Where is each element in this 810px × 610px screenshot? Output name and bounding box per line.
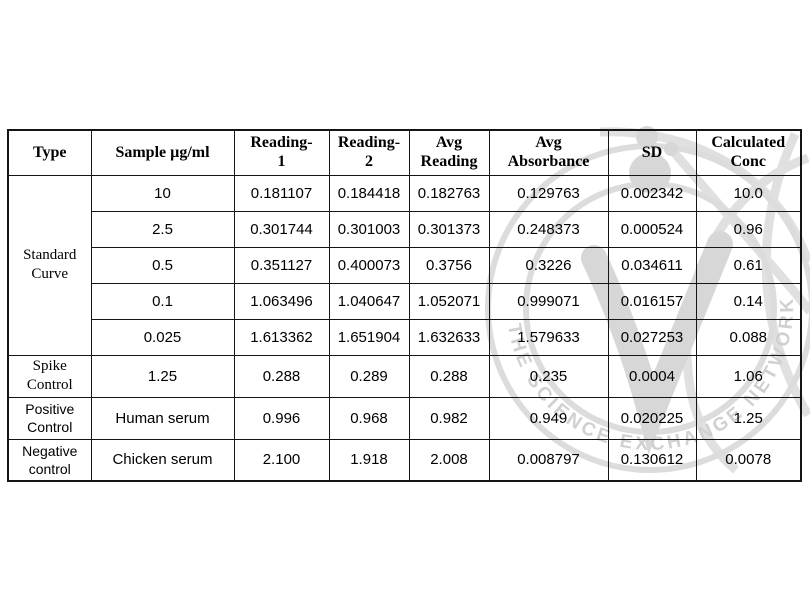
table-cell: 1.918 [328, 438, 410, 482]
table-cell: 1.25 [90, 354, 235, 398]
table-cell: 1.579633 [488, 318, 609, 356]
table-cell: 0.088 [695, 318, 802, 356]
table-cell: 1.06 [695, 354, 802, 398]
table-cell: 0.130612 [607, 438, 697, 482]
table-cell: 0.351127 [233, 246, 330, 284]
table-cell: 0.301373 [408, 210, 490, 248]
table-cell: 0.14 [695, 282, 802, 320]
table-cell: 2.008 [408, 438, 490, 482]
table-row: Negative control Chicken serum 2.100 1.91… [7, 438, 802, 482]
table-cell: 0.982 [408, 396, 490, 440]
table-row: 0.025 1.613362 1.651904 1.632633 1.57963… [8, 318, 802, 356]
table-cell: 1.613362 [233, 318, 330, 356]
table-cell: 1.063496 [233, 282, 330, 320]
table-row: Positive Control Human serum 0.996 0.968 … [7, 396, 802, 440]
table-cell: Human serum [90, 396, 235, 440]
table-cell: 0.301744 [233, 210, 330, 248]
table-cell: 0.949 [488, 396, 609, 440]
column-header-avg-absorbance: Avg Absorbance [488, 129, 609, 176]
table-cell: 2.100 [233, 438, 330, 482]
table-row: Spike Control 1.25 0.288 0.289 0.288 0.23… [7, 354, 802, 398]
table-cell: 0.0078 [695, 438, 802, 482]
table-cell: 0.034611 [607, 246, 697, 284]
table-cell: 0.288 [408, 354, 490, 398]
table-cell: 0.289 [328, 354, 410, 398]
table-cell: 1.040647 [328, 282, 410, 320]
table-cell: 0.5 [90, 246, 235, 284]
table-cell: 0.3756 [408, 246, 490, 284]
type-cell-spike-control: Spike Control [7, 354, 92, 398]
table-cell: 0.61 [695, 246, 802, 284]
type-cell-positive-control: Positive Control [7, 396, 92, 440]
table-cell: 0.016157 [607, 282, 697, 320]
table-cell: 0.020225 [607, 396, 697, 440]
table-cell: 0.1 [90, 282, 235, 320]
table-cell: 0.129763 [488, 174, 609, 212]
table-cell: 0.008797 [488, 438, 609, 482]
table-cell: 0.968 [328, 396, 410, 440]
column-header-calculated-conc: Calculated Conc [695, 129, 802, 176]
column-header-avg-reading: Avg Reading [408, 129, 490, 176]
table-cell: 0.400073 [328, 246, 410, 284]
column-header-sd: SD [607, 129, 697, 176]
table-cell: 0.999071 [488, 282, 609, 320]
table-cell: 1.651904 [328, 318, 410, 356]
table-row: Standard Curve 10 0.181107 0.184418 0.182… [7, 174, 802, 356]
table-cell: 0.248373 [488, 210, 609, 248]
column-header-reading2: Reading- 2 [328, 129, 410, 176]
table-cell: Chicken serum [90, 438, 235, 482]
table-cell: 0.027253 [607, 318, 697, 356]
column-header-sample: Sample µg/ml [90, 129, 235, 176]
table-cell: 0.288 [233, 354, 330, 398]
column-header-reading1: Reading- 1 [233, 129, 330, 176]
table-cell: 1.632633 [408, 318, 490, 356]
table-cell: 0.002342 [607, 174, 697, 212]
assay-results-table: Type Sample µg/ml Reading- 1 Reading- 2 Av… [7, 129, 802, 482]
table-cell: 0.3226 [488, 246, 609, 284]
table-cell: 0.235 [488, 354, 609, 398]
table-cell: 2.5 [90, 210, 235, 248]
table-cell: 1.052071 [408, 282, 490, 320]
column-header-type: Type [7, 129, 92, 176]
table-cell: 0.301003 [328, 210, 410, 248]
table-row: 0.5 0.351127 0.400073 0.3756 0.3226 0.03… [8, 246, 802, 284]
table-cell: 0.181107 [233, 174, 330, 212]
table-cell: 0.184418 [328, 174, 410, 212]
table-cell: 0.0004 [607, 354, 697, 398]
table-row: 0.1 1.063496 1.040647 1.052071 0.999071 … [8, 282, 802, 320]
table-cell: 0.025 [90, 318, 235, 356]
table-cell: 0.000524 [607, 210, 697, 248]
table-cell: 0.996 [233, 396, 330, 440]
table-cell: 10.0 [695, 174, 802, 212]
type-cell-standard-curve: Standard Curve [7, 174, 92, 356]
table-row: 2.5 0.301744 0.301003 0.301373 0.248373 … [8, 210, 802, 248]
table-cell: 10 [90, 174, 235, 212]
table-cell: 0.96 [695, 210, 802, 248]
header-row: Type Sample µg/ml Reading- 1 Reading- 2 Av… [7, 129, 802, 176]
table-cell: 1.25 [695, 396, 802, 440]
type-cell-negative-control: Negative control [7, 438, 92, 482]
table-cell: 0.182763 [408, 174, 490, 212]
